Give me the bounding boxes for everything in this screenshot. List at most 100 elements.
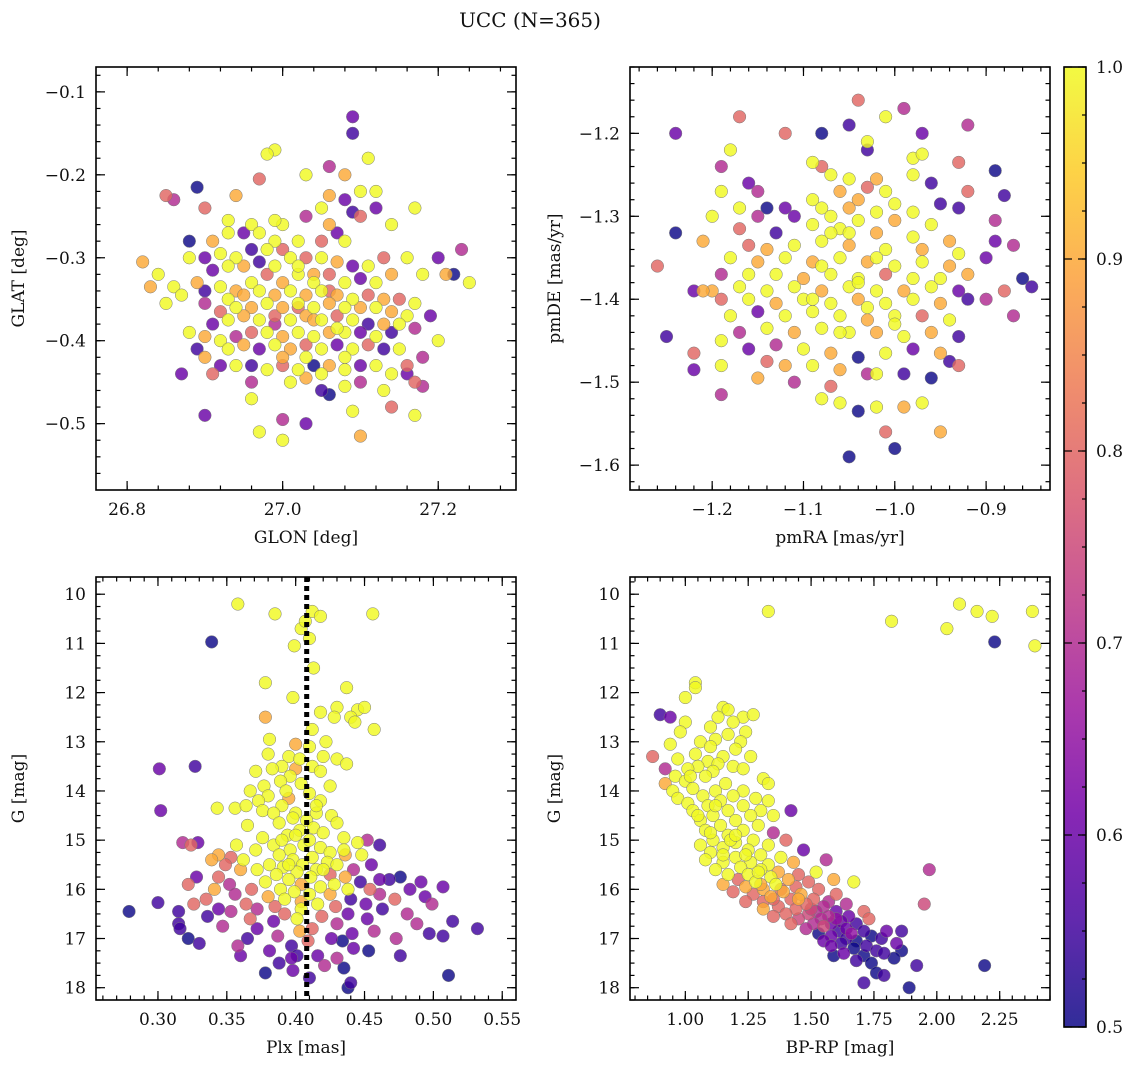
scatter-point (367, 924, 381, 938)
scatter-point (721, 868, 735, 882)
scatter-point (869, 367, 884, 381)
scatter-point (284, 951, 299, 965)
x-tick-label: 1.50 (792, 1010, 830, 1030)
scatter-point (346, 292, 360, 306)
scatter-point (806, 305, 820, 319)
x-tick-label: −1.2 (692, 500, 733, 520)
y-tick-label: 18 (64, 979, 86, 999)
scatter-point (316, 749, 330, 764)
scatter-point (806, 193, 820, 207)
scatter-point (229, 838, 244, 852)
colorbar-tick-label: 0.6 (1096, 826, 1123, 846)
scatter-point (256, 804, 270, 818)
scatter-point (714, 334, 728, 348)
scatter-point (389, 931, 403, 946)
scatter-point (961, 118, 975, 132)
scatter-point (869, 325, 884, 339)
scatter-point (906, 205, 920, 219)
scatter-point (360, 912, 374, 926)
scatter-point (364, 858, 378, 872)
scatter-point (933, 296, 947, 310)
x-tick-label: 27.0 (264, 500, 302, 520)
scatter-point (175, 367, 189, 381)
scatter-point (385, 305, 399, 319)
scatter-point (322, 218, 336, 232)
scatter-point (924, 325, 938, 339)
scatter-point (279, 784, 293, 798)
scatter-point (231, 597, 245, 611)
scatter-point (357, 700, 372, 714)
y-tick-label: 12 (64, 684, 86, 704)
scatter-point (879, 425, 893, 439)
scatter-point (181, 877, 195, 891)
colorbar-gradient (1064, 67, 1086, 1027)
scatter-point (933, 346, 947, 360)
scatter-point (869, 251, 884, 265)
scatter-point (742, 292, 756, 306)
scatter-point (206, 234, 220, 248)
scatter-point (373, 838, 387, 852)
scatter-point (346, 941, 361, 955)
scatter-point (824, 168, 838, 182)
scatter-point (952, 247, 966, 261)
scatter-point (879, 346, 893, 360)
scatter-point (683, 769, 697, 783)
scatter-point (283, 313, 297, 327)
scatter-point (190, 342, 204, 356)
scatter-point (833, 363, 847, 377)
scatter-point (897, 330, 911, 344)
scatter-point (237, 288, 251, 302)
colorbar-ticks: 0.5 0.6 0.7 0.8 0.9 1.0 (1064, 58, 1123, 1038)
scatter-point (906, 342, 920, 356)
scatter-point (315, 234, 329, 248)
scatter-point (369, 276, 383, 290)
scatter-point (353, 184, 367, 198)
scatter-point (206, 367, 220, 381)
scatter-point (879, 267, 893, 281)
scatter-point (252, 255, 266, 269)
figure-title: UCC (N=365) (459, 8, 601, 32)
panel-parallax_mag: 0.30 0.35 0.40 0.45 0.50 0.55 10 11 12 13 14 15 16 17… (9, 576, 521, 1058)
scatter-point (860, 313, 874, 327)
scatter-point (299, 417, 313, 431)
scatter-point (198, 251, 212, 265)
x-tick-label: −0.9 (965, 500, 1006, 520)
scatter-point (282, 858, 296, 872)
scatter-point (341, 882, 355, 896)
scatter-point (267, 914, 281, 928)
scatter-point (283, 251, 297, 265)
scatter-point (327, 710, 341, 724)
scatter-point (824, 226, 838, 240)
scatter-point (705, 209, 719, 223)
scatter-point (252, 226, 266, 240)
scatter-point (143, 280, 157, 294)
scatter-point (278, 907, 292, 921)
scatter-point (245, 392, 259, 406)
scatter-point (221, 226, 235, 240)
scatter-point (361, 338, 375, 352)
x-tick-label: −1.0 (874, 500, 915, 520)
scatter-point (361, 317, 375, 331)
scatter-point (313, 764, 328, 778)
scatter-point (796, 342, 811, 356)
scatter-point (400, 251, 414, 265)
panel-galactic: 26.8 27.0 27.2 −0.1 −0.2 −0.3 −0.4 −0.5 GLON [de… (9, 66, 517, 548)
scatter-point (979, 292, 993, 306)
scatter-point (761, 838, 775, 852)
scatter-point (827, 872, 841, 887)
scatter-point (224, 904, 238, 919)
scatter-point (833, 309, 847, 323)
scatter-point (359, 897, 373, 911)
scatter-point (400, 309, 414, 323)
scatter-point (754, 848, 768, 862)
scatter-point (262, 944, 277, 958)
scatter-point (778, 201, 792, 215)
points-galactic (136, 110, 476, 447)
scatter-point (258, 966, 272, 980)
scatter-point (879, 184, 893, 198)
scatter-point (152, 762, 166, 776)
scatter-point (268, 607, 282, 621)
scatter-point (844, 927, 858, 941)
scatter-point (283, 375, 297, 389)
scatter-point (809, 865, 823, 879)
